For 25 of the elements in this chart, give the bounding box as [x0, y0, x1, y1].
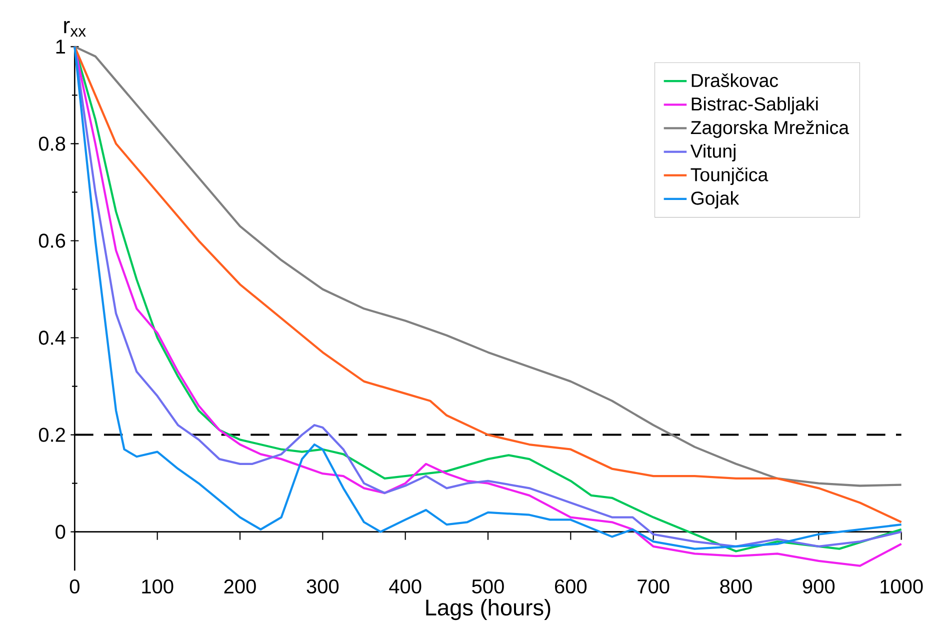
y-tick-label: 0.4: [38, 330, 66, 345]
legend-label: Vitunj: [690, 144, 736, 162]
legend-label: Bistrac-Sabljaki: [692, 96, 818, 114]
y-tick-label: 0.2: [38, 428, 65, 442]
x-tick-label: 200: [224, 579, 256, 594]
legend-label: Draškovac: [692, 73, 778, 88]
x-tick-label: 300: [306, 579, 339, 594]
legend-label: Zagorska Mrežnica: [690, 120, 850, 138]
x-tick-label: 100: [142, 579, 174, 594]
x-tick-label: 0: [70, 579, 80, 594]
x-axis-title: Lags (hours): [426, 598, 550, 620]
legend-label: Tounjčica: [690, 168, 768, 185]
y-tick-label: 0: [56, 524, 66, 539]
y-tick-label: 0.6: [38, 234, 66, 248]
x-tick-label: 800: [720, 579, 752, 594]
x-tick-label: 1000: [880, 579, 923, 594]
legend-label: Gojak: [691, 191, 740, 209]
x-tick-label: 700: [638, 579, 670, 594]
x-tick-label: 400: [389, 579, 422, 594]
y-tick-label: 0.8: [38, 136, 66, 151]
y-axis-title: r$_{xx}$: [64, 20, 86, 37]
y-tick-label: 1: [56, 40, 65, 54]
x-tick-label: 500: [472, 579, 504, 594]
x-tick-label: 600: [555, 579, 587, 594]
x-tick-label: 900: [802, 579, 835, 594]
